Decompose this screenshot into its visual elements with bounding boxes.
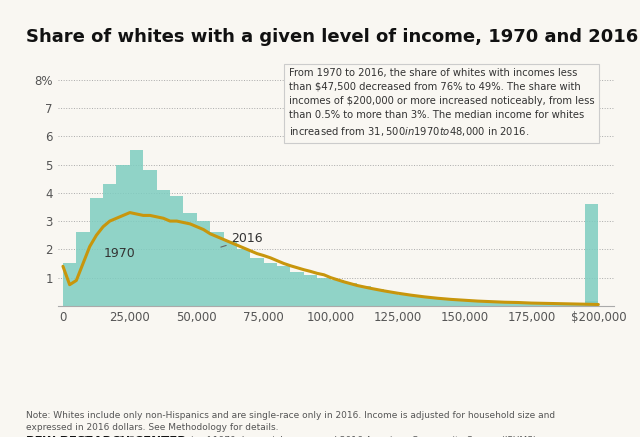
Bar [223, 241, 237, 306]
Bar [63, 264, 76, 306]
Bar [545, 304, 558, 306]
Bar [465, 301, 478, 306]
Bar [451, 300, 465, 306]
Text: Note: Whites include only non-Hispanics and are single-race only in 2016. Income: Note: Whites include only non-Hispanics … [26, 411, 555, 437]
Bar [518, 303, 531, 306]
Text: Share of whites with a given level of income, 1970 and 2016: Share of whites with a given level of in… [26, 28, 638, 46]
Bar [143, 170, 157, 306]
Bar [90, 198, 103, 306]
Bar [264, 264, 277, 306]
Bar [157, 190, 170, 306]
Bar [184, 212, 197, 306]
Bar [424, 298, 438, 306]
Bar [384, 292, 397, 306]
Bar [478, 302, 492, 306]
Bar [250, 258, 264, 306]
Bar [317, 277, 331, 306]
Bar [531, 303, 545, 306]
Bar [572, 304, 585, 306]
Text: 1970: 1970 [103, 247, 135, 260]
Bar [371, 289, 384, 306]
Bar [103, 184, 116, 306]
Bar [291, 272, 304, 306]
Bar [237, 250, 250, 306]
Text: 2016: 2016 [221, 232, 263, 247]
Bar [585, 204, 598, 306]
Bar [116, 164, 130, 306]
Text: PEW RESEARCH CENTER: PEW RESEARCH CENTER [26, 435, 186, 437]
Bar [558, 304, 572, 306]
Bar [585, 301, 598, 306]
Bar [197, 221, 210, 306]
Bar [76, 232, 90, 306]
Bar [331, 281, 344, 306]
Bar [411, 296, 424, 306]
Bar [357, 286, 371, 306]
Bar [130, 150, 143, 306]
Bar [277, 266, 291, 306]
Bar [492, 302, 505, 306]
Bar [438, 299, 451, 306]
Bar [210, 232, 223, 306]
Text: From 1970 to 2016, the share of whites with incomes less
than $47,500 decreased : From 1970 to 2016, the share of whites w… [289, 68, 595, 138]
Bar [505, 302, 518, 306]
Bar [170, 196, 184, 306]
Bar [344, 283, 357, 306]
Bar [397, 295, 411, 306]
Bar [304, 275, 317, 306]
